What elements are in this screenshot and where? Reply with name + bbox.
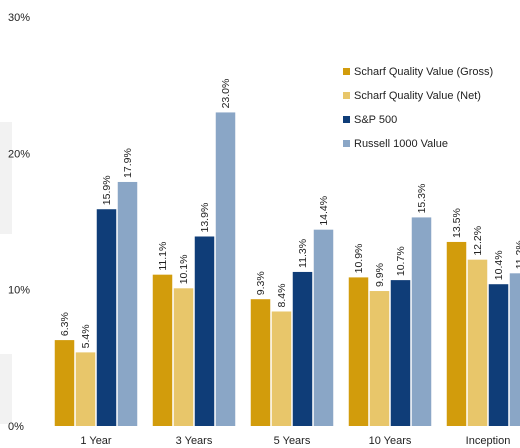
data-label: 11.3% <box>297 239 309 268</box>
data-label: 5.4% <box>80 324 92 348</box>
data-label: 13.9% <box>199 203 211 233</box>
bar <box>509 273 520 426</box>
data-label: 10.1% <box>178 255 190 285</box>
bar <box>152 274 173 426</box>
bar <box>117 181 138 426</box>
data-label: 11.2% <box>514 240 520 269</box>
data-label: 13.5% <box>451 208 463 238</box>
data-label: 10.9% <box>353 244 365 274</box>
bar <box>75 352 96 426</box>
data-label: 12.2% <box>472 226 484 256</box>
data-label: 6.3% <box>59 312 71 336</box>
bar <box>446 241 467 426</box>
data-label: 15.3% <box>416 184 428 214</box>
data-label: 9.3% <box>255 271 267 295</box>
legend: Scharf Quality Value (Gross) Scharf Quali… <box>343 66 493 150</box>
category-label: Inception <box>466 435 511 447</box>
y-axis: 0% 10% 20% 30% <box>8 12 30 433</box>
y-tick-label: 20% <box>8 148 30 160</box>
left-panel-band <box>0 354 12 424</box>
bar-series <box>54 112 520 426</box>
data-label: 10.4% <box>493 250 505 280</box>
data-labels: 6.3% 5.4% 15.9% 17.9% 11.1% 10.1% 13.9% 23.0% 9.… <box>59 79 520 349</box>
category-label: 3 Years <box>176 435 213 447</box>
legend-swatch <box>343 68 350 75</box>
legend-swatch <box>343 116 350 123</box>
category-label: 5 Years <box>274 435 311 447</box>
data-label: 8.4% <box>276 284 288 308</box>
category-label: 1 Year <box>80 435 112 447</box>
bar <box>292 271 313 426</box>
data-label: 14.4% <box>318 196 330 226</box>
legend-label: Scharf Quality Value (Gross) <box>354 66 493 78</box>
bar <box>369 291 390 426</box>
bar <box>488 284 509 426</box>
legend-label: Russell 1000 Value <box>354 138 448 150</box>
bar <box>215 112 236 426</box>
bar <box>173 288 194 426</box>
bar <box>194 236 215 426</box>
data-label: 11.1% <box>157 242 169 271</box>
bar <box>313 229 334 426</box>
y-tick-label: 0% <box>8 421 24 433</box>
bar <box>271 311 292 426</box>
bar <box>390 280 411 426</box>
data-label: 9.9% <box>374 263 386 287</box>
y-tick-label: 10% <box>8 285 30 297</box>
data-label: 10.7% <box>395 246 407 276</box>
data-label: 23.0% <box>220 79 232 109</box>
bar <box>250 299 271 426</box>
data-label: 17.9% <box>122 148 134 178</box>
bar <box>467 259 488 426</box>
legend-label: S&P 500 <box>354 114 397 126</box>
legend-swatch <box>343 140 350 147</box>
bar <box>96 209 117 426</box>
legend-label: Scharf Quality Value (Net) <box>354 90 481 102</box>
bar <box>54 340 75 426</box>
bar <box>411 217 432 426</box>
legend-swatch <box>343 92 350 99</box>
left-panel-band <box>0 122 12 234</box>
category-label: 10 Years <box>369 435 412 447</box>
bar <box>348 277 369 426</box>
data-label: 15.9% <box>101 175 113 205</box>
y-tick-label: 30% <box>8 12 30 24</box>
x-axis: 1 Year 3 Years 5 Years 10 Years Inception <box>80 435 510 447</box>
